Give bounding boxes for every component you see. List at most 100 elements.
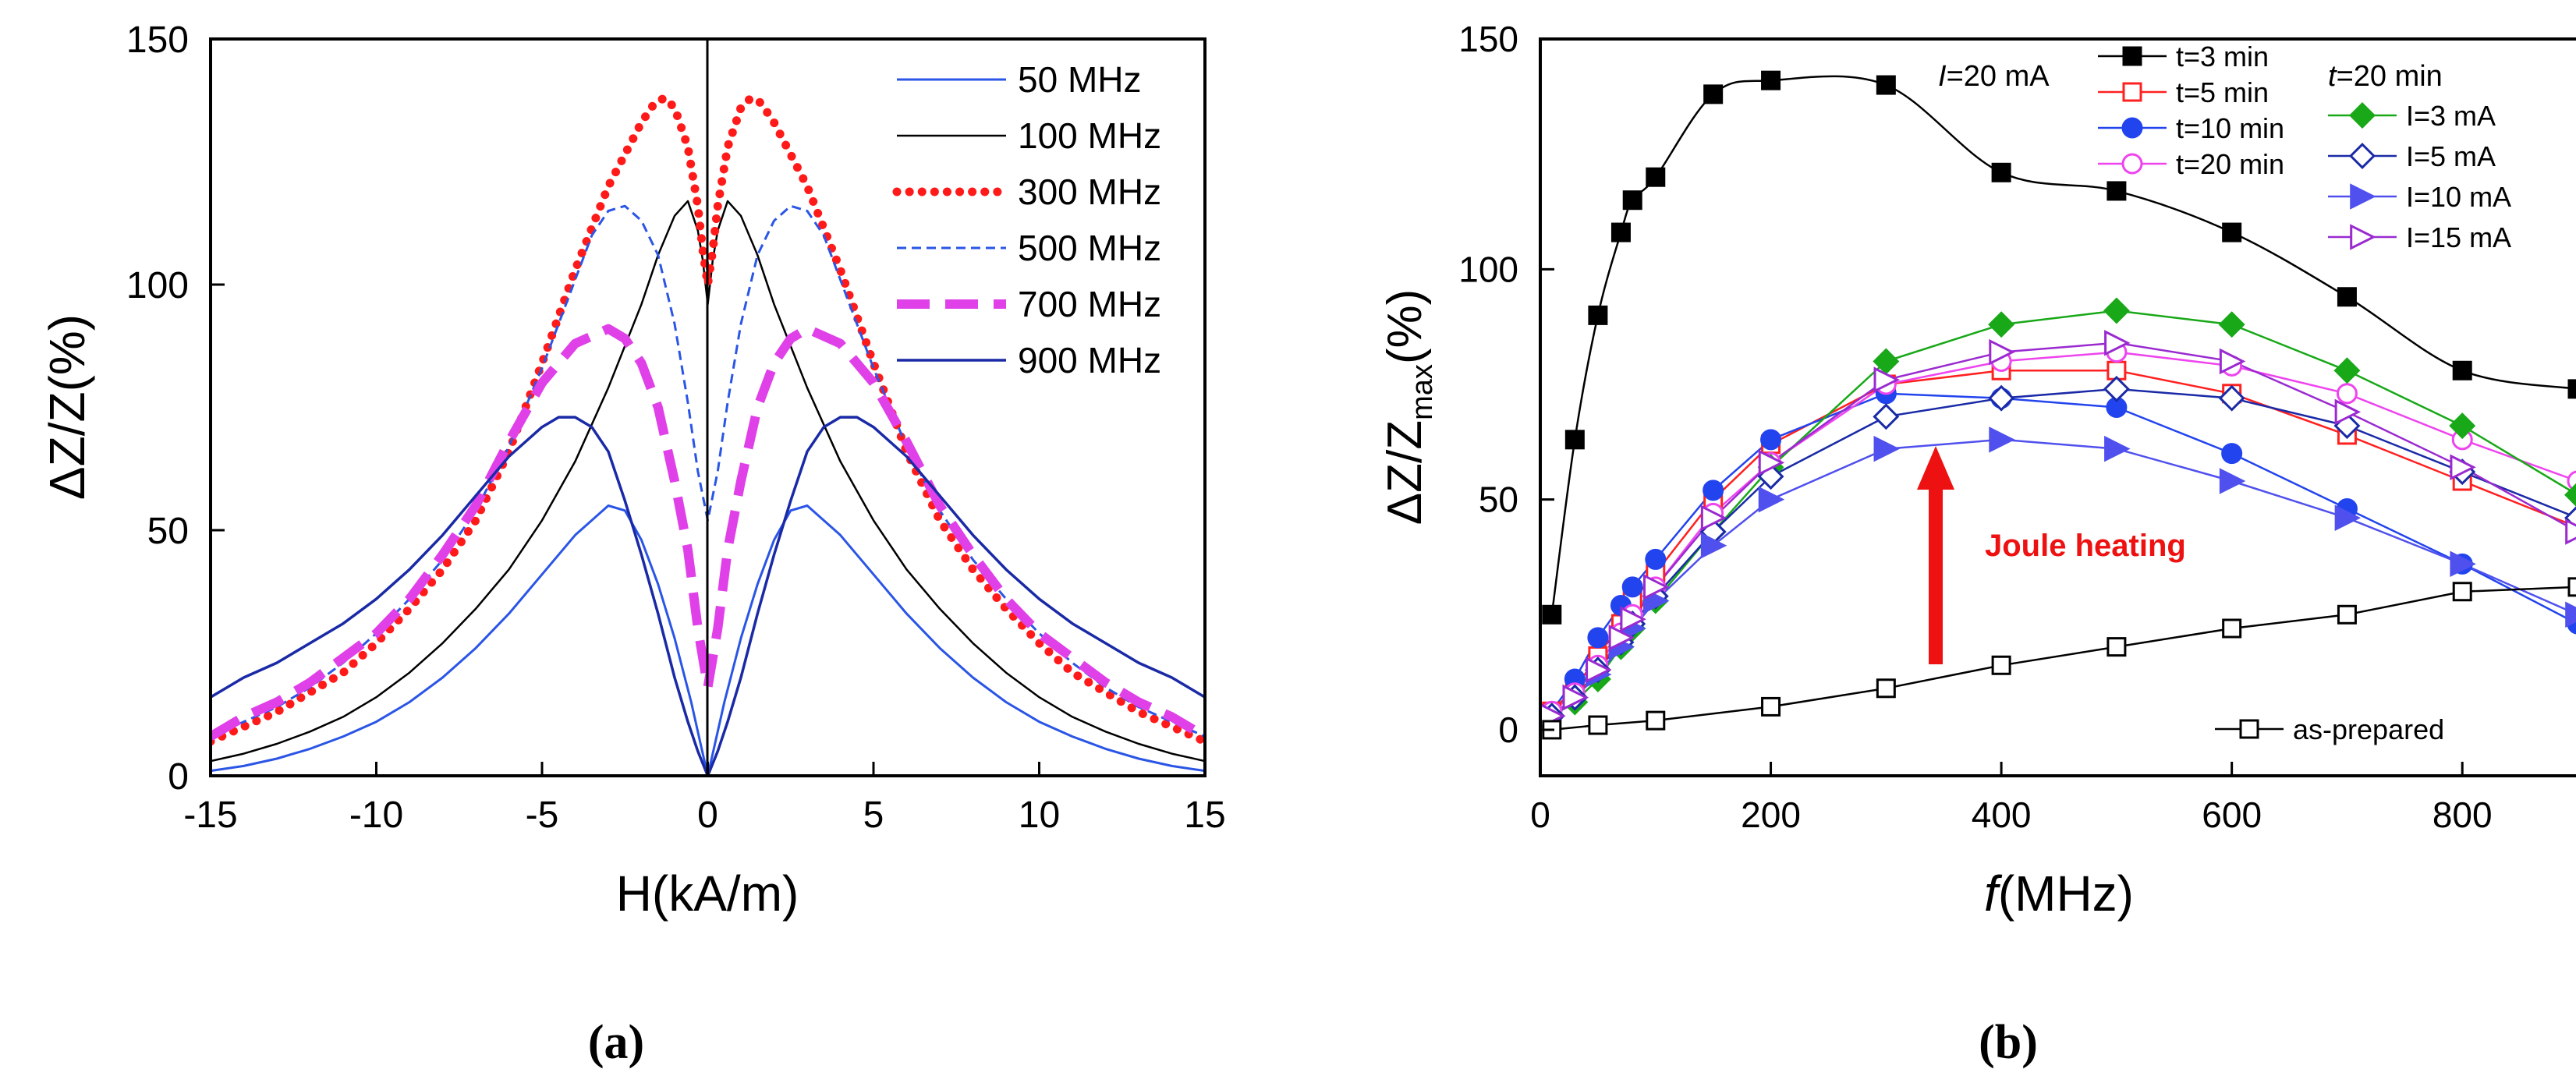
b-legend-marker-t-5-min [2122,82,2142,102]
a-y-tick-label: 50 [147,511,189,552]
panel-b-y-ticks: 0 50 100 150 [1458,19,1554,750]
b-point-i-15-ma [1873,366,1900,393]
b-legend-label-as-prepared: as-prepared [2293,713,2444,745]
b-legend-label-i-5-ma: I=5 mA [2406,140,2496,172]
b-legend-label-i-3-ma: I=3 mA [2406,100,2496,132]
b-point-t-3-min [1876,75,1896,95]
b-y-tick-label: 0 [1498,710,1518,750]
b-legend-marker-t-3-min [2122,46,2142,66]
a-legend-label-300-mhz: 300 MHz [1018,172,1161,212]
b-y-tick-label: 150 [1458,19,1518,59]
panel-b-x-axis-unit: (MHz) [1998,865,2134,922]
b-point-i-15-ma [2104,330,2131,356]
b-legend-label-t-5-min: t=5 min [2176,76,2269,108]
a-legend-label-900-mhz: 900 MHz [1018,340,1161,380]
panel-a-x-axis-label: H(kA/m) [616,865,799,922]
panel-b-series-lines [1550,75,2576,731]
b-point-i-3-ma [2333,357,2361,384]
a-legend-label-700-mhz: 700 MHz [1018,284,1161,324]
b-point-i-5-ma [2103,375,2130,402]
b-point-as-prepared [2107,637,2127,657]
b-x-tick-label: 0 [1530,795,1550,835]
a-y-tick-label: 100 [126,265,189,306]
b-point-i-10-ma [2565,601,2576,628]
b-point-as-prepared [2337,604,2357,625]
b-point-i-15-ma [1758,449,1785,476]
b-point-t-10-min [1760,429,1782,451]
joule-heating-label: Joule heating [1985,529,2186,563]
b-point-as-prepared [1761,696,1781,717]
b-point-as-prepared [2222,618,2242,639]
b-point-i-15-ma [1562,684,1589,711]
b-point-t-20-min [2336,383,2358,405]
panel-b-frame [1539,37,2576,777]
b-point-i-15-ma [2219,348,2246,375]
panel-b-x-ticks: 0 200 400 600 800 [1530,762,2493,835]
b-point-as-prepared [1646,710,1666,731]
a-legend-label-50-mhz: 50 MHz [1018,59,1141,100]
a-series-900-mhz [211,416,1205,776]
b-point-i-5-ma [1873,403,1900,430]
b-point-t-3-min [2107,181,2127,201]
current-annotation-symbol: I [1938,60,1947,93]
a-x-tick-label: -10 [349,795,403,836]
b-x-tick-label: 600 [2202,795,2262,835]
b-point-t-10-min [1645,548,1667,570]
joule-heating-arrow-head [1917,446,1954,490]
a-x-tick-label: 5 [863,795,884,836]
panel-b-x-axis-label: f(MHz) [1984,865,2134,922]
b-point-t-3-min [1610,222,1631,242]
b-point-i-10-ma [2219,468,2246,494]
panel-b-y-axis-main: ΔZ/Z [1378,420,1432,525]
b-point-t-10-min [1621,576,1643,598]
b-point-t-3-min [1542,604,1562,625]
time-annotation-value: =20 min [2337,60,2443,93]
b-point-as-prepared [2452,582,2472,602]
panel-b-y-axis-tail: (%) [1378,289,1432,364]
b-legend-marker-i-10-ma [2350,183,2376,210]
b-point-t-10-min [1587,627,1609,649]
b-point-t-10-min [2221,443,2243,465]
b-series-line-as-prepared [1551,586,2576,731]
panel-a-legend: 50 MHz 100 MHz 300 MHz 500 MHz 700 MHz 900 MH… [892,59,1161,380]
panel-b-series-markers [1538,70,2576,740]
b-legend-marker-t-10-min [2121,117,2143,139]
b-y-tick-label: 50 [1479,480,1518,520]
b-point-t-3-min [2222,222,2242,242]
b-point-t-3-min [1703,84,1724,104]
b-point-i-10-ma [2450,550,2476,578]
b-point-t-10-min [1703,480,1724,501]
b-point-i-15-ma [1642,574,1670,600]
b-point-i-15-ma [2334,398,2362,426]
panel-a-caption: (a) [588,1016,644,1069]
b-x-tick-label: 200 [1741,795,1801,835]
b-point-as-prepared [1876,678,1896,699]
b-x-tick-label: 400 [1972,795,2032,835]
b-x-tick-label: 800 [2432,795,2493,835]
a-x-tick-label: 15 [1184,795,1225,836]
a-y-tick-label: 0 [168,756,189,798]
a-legend-label-100-mhz: 100 MHz [1018,115,1161,156]
b-legend-marker-i-3-ma [2349,102,2376,129]
time-annotation: t=20 min [2328,60,2443,93]
b-point-i-3-ma [2103,297,2130,324]
panel-a-x-ticks: -15 -10 -5 0 5 10 15 [183,762,1226,836]
a-series-50-mhz [211,504,1205,776]
panel-b-caption: (b) [1979,1016,2038,1069]
b-point-t-3-min [1588,305,1608,325]
b-point-i-3-ma [1988,311,2015,338]
a-x-tick-label: 10 [1019,795,1060,836]
a-x-tick-label: -15 [183,795,237,836]
panel-b-y-axis-sub: max [1406,364,1439,420]
a-x-tick-label: 0 [697,795,718,836]
b-point-t-3-min [2337,287,2357,307]
b-y-tick-label: 100 [1458,249,1518,289]
panel-b-y-axis-label: ΔZ/Zmax(%) [1378,289,1439,526]
b-point-i-10-ma [2104,435,2131,462]
b-point-i-5-ma [1988,384,2015,412]
current-annotation-value: =20 mA [1947,60,2050,93]
b-point-i-10-ma [1758,486,1785,513]
b-point-i-5-ma [2218,384,2245,412]
